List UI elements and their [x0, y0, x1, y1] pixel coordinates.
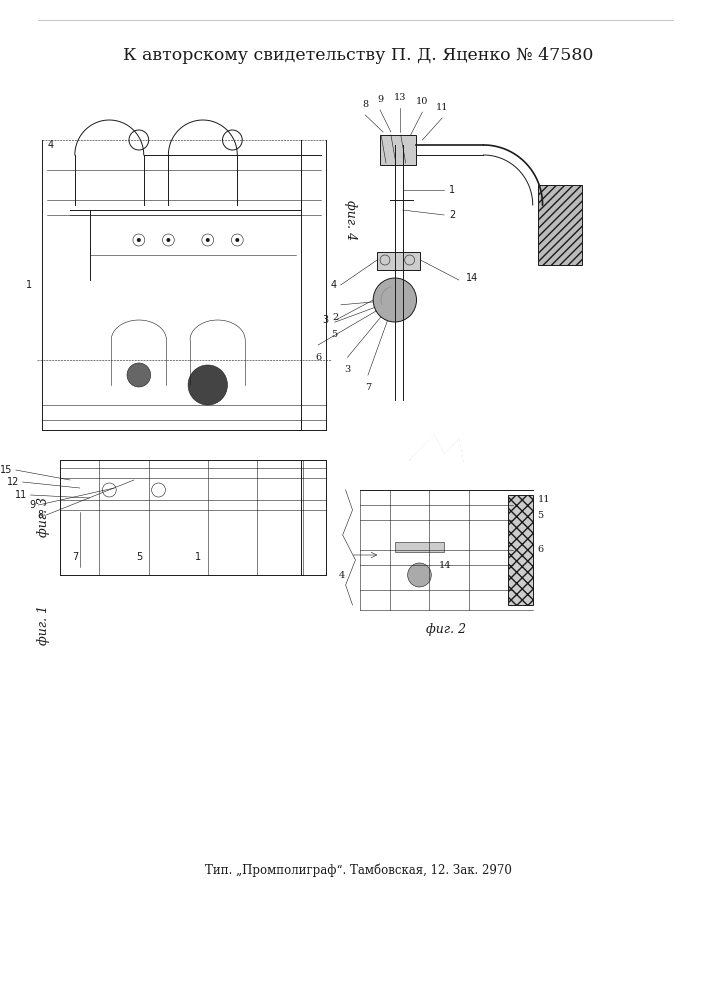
- Text: 2: 2: [333, 313, 339, 322]
- Text: Тип. „Промполиграф“. Тамбовская, 12. Зак. 2970: Тип. „Промполиграф“. Тамбовская, 12. Зак…: [205, 863, 512, 877]
- Bar: [380, 135, 416, 165]
- Bar: [377, 252, 421, 270]
- Text: 5: 5: [136, 552, 142, 562]
- Circle shape: [373, 278, 416, 322]
- Text: 4: 4: [331, 280, 337, 290]
- Bar: [395, 542, 444, 552]
- Text: 7: 7: [71, 552, 78, 562]
- Polygon shape: [409, 435, 464, 465]
- Text: 3: 3: [344, 365, 351, 374]
- Text: 4: 4: [339, 570, 345, 580]
- Text: 8: 8: [37, 510, 43, 520]
- Circle shape: [137, 238, 141, 242]
- Text: 15: 15: [1, 465, 13, 475]
- Text: 2: 2: [449, 210, 455, 220]
- Circle shape: [188, 365, 228, 405]
- Text: 3: 3: [323, 315, 329, 325]
- Text: 14: 14: [466, 273, 478, 283]
- Bar: [508, 495, 532, 605]
- Text: фиг. 4: фиг. 4: [344, 200, 357, 240]
- Text: 7: 7: [365, 383, 371, 392]
- Text: 6: 6: [315, 353, 321, 362]
- Text: фиг. 2: фиг. 2: [426, 624, 466, 637]
- Text: 9: 9: [29, 500, 35, 510]
- Text: 10: 10: [416, 97, 428, 106]
- Text: 1: 1: [26, 280, 33, 290]
- Text: фиг. 3: фиг. 3: [37, 497, 50, 537]
- Circle shape: [206, 238, 210, 242]
- Text: фиг. 1: фиг. 1: [37, 605, 50, 645]
- Text: 9: 9: [377, 95, 383, 104]
- Text: 13: 13: [394, 93, 406, 102]
- Text: 6: 6: [537, 546, 544, 554]
- Text: 14: 14: [439, 560, 452, 570]
- Text: 5: 5: [332, 330, 338, 339]
- Text: 1: 1: [195, 552, 201, 562]
- Text: 4: 4: [47, 140, 54, 150]
- Circle shape: [235, 238, 239, 242]
- Circle shape: [408, 563, 431, 587]
- Text: 1: 1: [449, 185, 455, 195]
- Text: 11: 11: [436, 103, 448, 112]
- Text: К авторскому свидетельству П. Д. Яценко № 47580: К авторскому свидетельству П. Д. Яценко …: [123, 46, 594, 64]
- Circle shape: [166, 238, 170, 242]
- Bar: [537, 185, 582, 265]
- Text: 12: 12: [7, 477, 20, 487]
- Text: 11: 11: [537, 495, 550, 504]
- Text: 11: 11: [16, 490, 28, 500]
- Text: 8: 8: [362, 100, 368, 109]
- Circle shape: [127, 363, 151, 387]
- Text: 5: 5: [537, 510, 544, 520]
